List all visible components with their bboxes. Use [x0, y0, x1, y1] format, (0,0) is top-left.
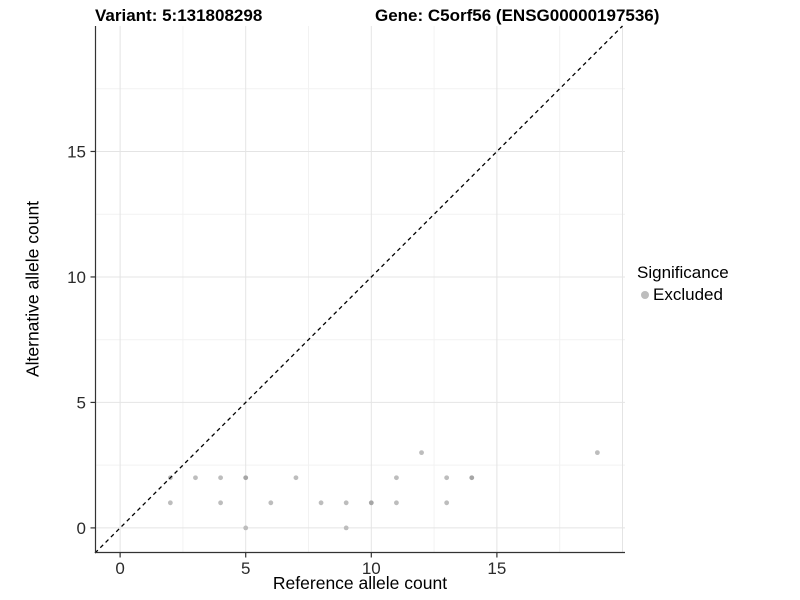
y-tick-label: 15	[67, 142, 86, 161]
excluded-point-icon	[640, 291, 649, 299]
data-point	[243, 475, 249, 481]
identity-dashed-line	[94, 25, 623, 554]
data-point	[167, 500, 173, 506]
legend: Significance Excluded	[637, 263, 729, 305]
legend-key	[637, 287, 652, 303]
x-tick-label: 5	[241, 559, 250, 578]
y-tick-label: 10	[67, 268, 86, 287]
data-point	[218, 475, 223, 481]
data-point	[394, 500, 399, 506]
y-axis-title: Alternative allele count	[22, 200, 43, 378]
data-point	[469, 475, 475, 481]
data-point	[243, 525, 249, 531]
data-point	[594, 450, 600, 456]
data-point	[193, 475, 198, 481]
plot-title-variant: Variant: 5:131808298	[95, 6, 263, 25]
data-point	[343, 500, 349, 506]
data-point	[394, 475, 399, 481]
data-point	[318, 500, 324, 506]
data-point	[444, 475, 450, 481]
data-point	[343, 525, 349, 531]
legend-item-label: Excluded	[653, 285, 723, 304]
data-point	[368, 500, 374, 506]
data-point	[293, 475, 299, 481]
data-point	[268, 500, 274, 506]
data-point	[218, 500, 223, 506]
x-axis-title: Reference allele count	[272, 573, 448, 593]
y-tick-label: 0	[77, 519, 86, 538]
x-tick-label: 0	[115, 559, 124, 578]
x-tick-label: 10	[362, 559, 381, 578]
legend-item-excluded: Excluded	[637, 285, 729, 305]
data-point	[419, 450, 424, 456]
legend-title: Significance	[637, 263, 729, 282]
plot-panel: 0 5 10 15 0 5 10 15	[67, 25, 625, 578]
plot-title-gene: Gene: C5orf56 (ENSG00000197536)	[375, 6, 660, 25]
y-tick-label: 5	[77, 393, 86, 412]
data-point	[444, 500, 450, 506]
x-tick-label: 15	[487, 559, 506, 578]
